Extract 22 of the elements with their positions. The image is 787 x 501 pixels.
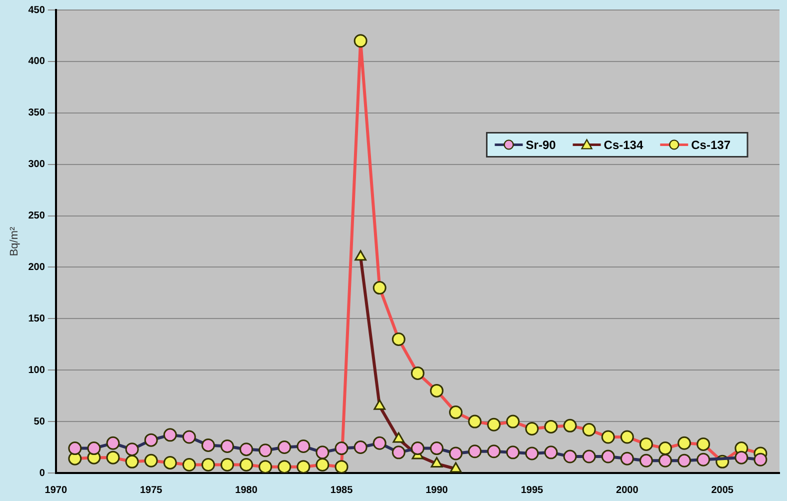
y-tick-label: 150 <box>28 313 46 324</box>
legend-label: Cs-134 <box>604 138 644 152</box>
x-tick-label: 1975 <box>140 484 163 496</box>
x-tick-label: 2000 <box>616 484 639 496</box>
x-tick-label: 1995 <box>520 484 544 496</box>
y-tick-label: 450 <box>28 4 46 16</box>
x-tick-label: 1990 <box>426 484 448 496</box>
x-tick-label: 1980 <box>235 484 258 496</box>
x-tick-label: 1970 <box>44 484 68 496</box>
y-tick-label: 400 <box>28 56 46 68</box>
y-tick-label: 300 <box>28 159 46 170</box>
y-tick-label: 100 <box>28 364 46 376</box>
y-axis-title: Bq/m² <box>8 226 21 256</box>
y-tick-label: 250 <box>28 210 46 222</box>
legend-label: Cs-137 <box>691 138 731 152</box>
legend-label: Sr-90 <box>526 138 556 152</box>
y-tick-label: 350 <box>28 108 46 119</box>
y-tick-label: 50 <box>34 416 46 428</box>
x-tick-label: 1985 <box>330 484 354 496</box>
x-tick-label: 2005 <box>711 484 734 496</box>
y-tick-label: 0 <box>39 468 46 479</box>
y-tick-label: 200 <box>28 262 46 273</box>
